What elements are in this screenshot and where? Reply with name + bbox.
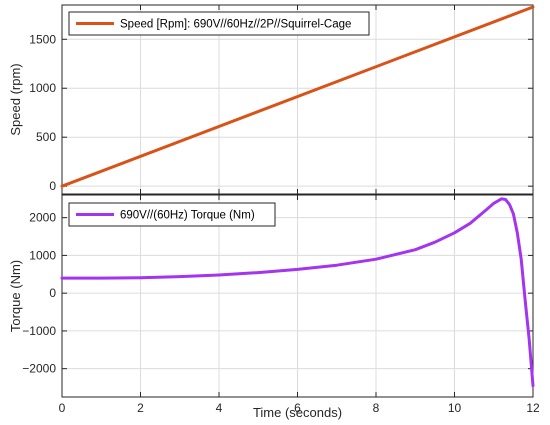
legend-box — [68, 11, 370, 36]
series-line — [60, 5, 535, 188]
x-tick-label: 6 — [294, 401, 301, 415]
x-tick-label: 4 — [216, 401, 223, 415]
axes-box — [61, 4, 534, 195]
y-tick-label: 2000 — [29, 211, 56, 225]
y-tick-label: 0 — [49, 286, 56, 300]
y-axis-label: Torque (Nm) — [8, 260, 23, 332]
series-line — [60, 197, 535, 388]
x-tick-label: 0 — [59, 401, 66, 415]
y-tick-label: 1000 — [29, 81, 56, 95]
y-axis-label: Speed (rpm) — [8, 63, 23, 135]
x-axis-label: Time (seconds) — [253, 405, 342, 420]
x-tick-label: 8 — [373, 401, 380, 415]
x-tick-label: 10 — [448, 401, 462, 415]
y-tick-label: 0 — [49, 179, 56, 193]
y-tick-label: −1000 — [22, 324, 56, 338]
axes-box — [61, 194, 534, 398]
legend-box — [68, 202, 276, 227]
x-tick-label: 2 — [137, 401, 144, 415]
y-tick-label: 1000 — [29, 248, 56, 262]
legend-label: 690V//(60Hz) Torque (Nm) — [120, 210, 255, 222]
y-tick-label: 1500 — [29, 32, 56, 46]
y-tick-label: 500 — [36, 130, 56, 144]
torque-axes: 0 2 4 6 8 10 12 −2000 −1000 0 1000 2000 Torque (Nm) T… — [8, 194, 540, 420]
legend-label: Speed [Rpm]: 690V//60Hz//2P//Squirrel-Ca… — [120, 19, 351, 31]
y-tick-label: −2000 — [22, 362, 56, 376]
speed-axes: 0 500 1000 1500 Speed (rpm) Speed [Rpm]: 690V… — [8, 4, 535, 195]
x-tick-label: 12 — [526, 401, 540, 415]
